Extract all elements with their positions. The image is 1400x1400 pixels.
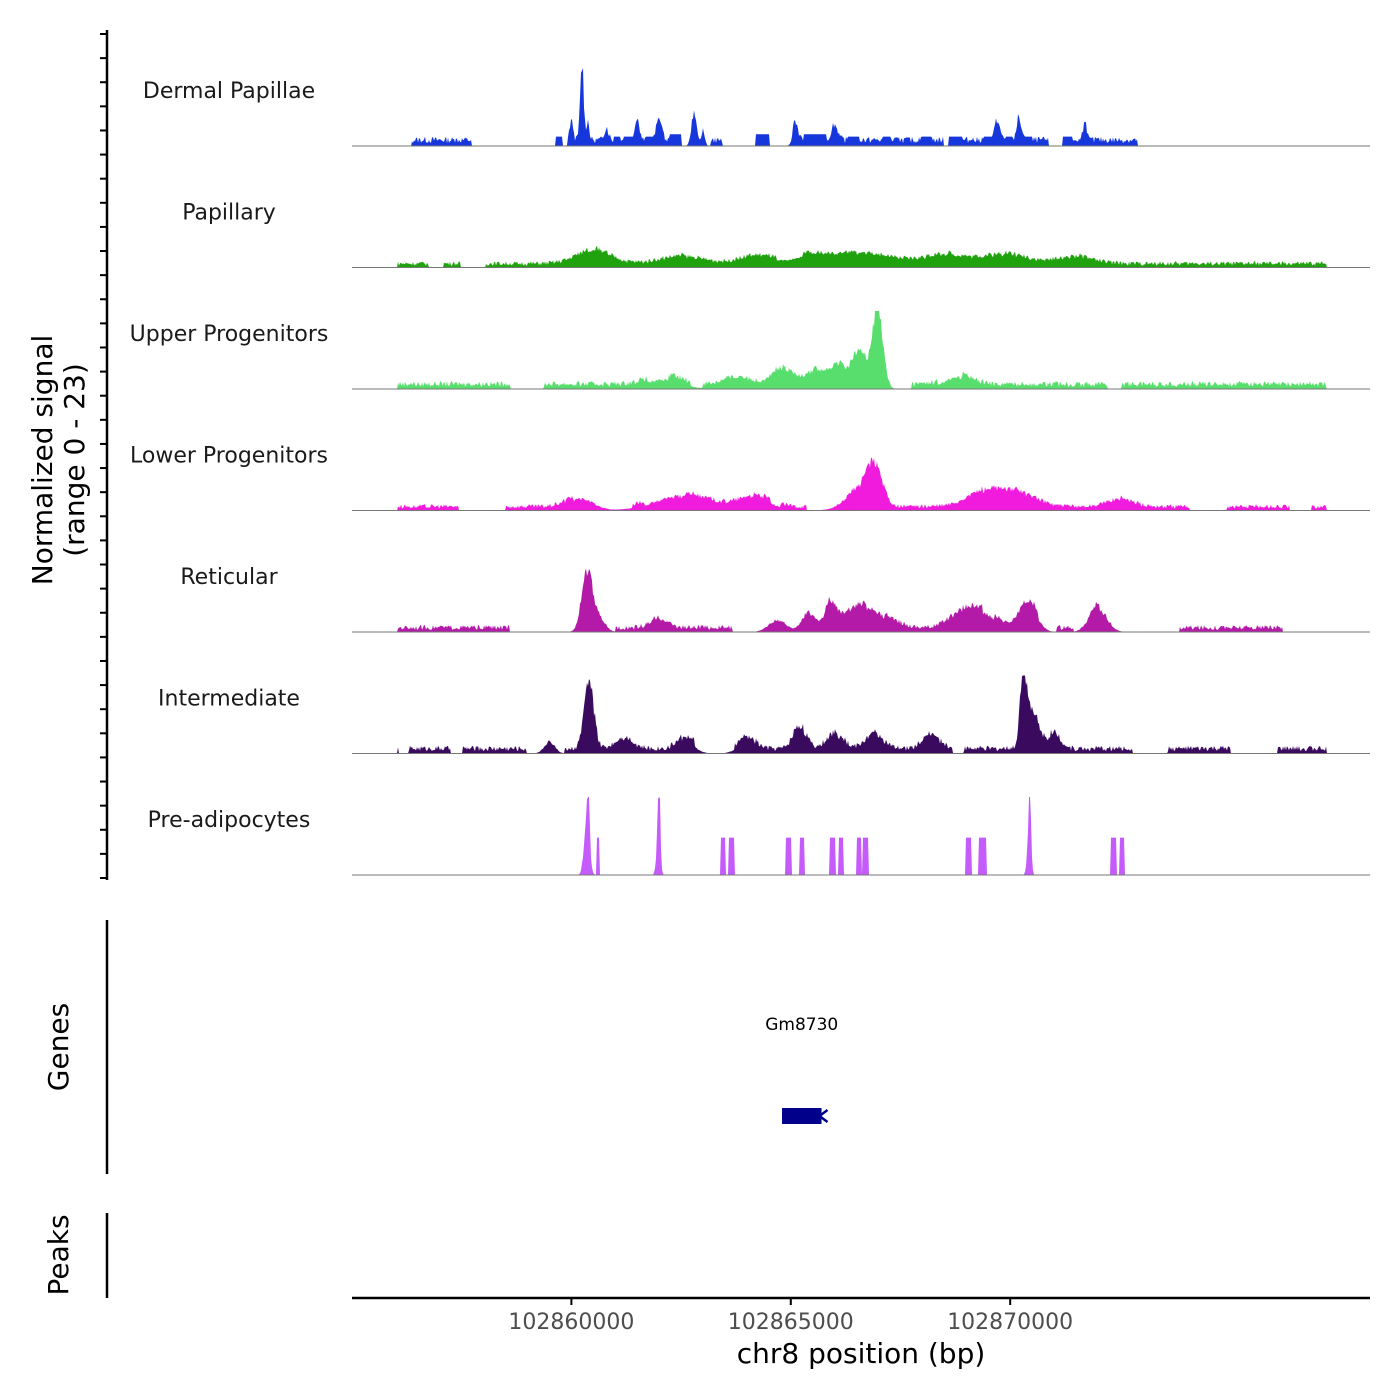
track-upper-progenitors: Upper Progenitors xyxy=(130,311,1370,390)
gene-strand-arrow xyxy=(817,1109,829,1123)
track-signal-area xyxy=(352,68,1370,146)
peaks-panel-label: Peaks xyxy=(42,1214,75,1295)
track-reticular: Reticular xyxy=(180,565,1370,633)
track-signal-area xyxy=(352,246,1370,268)
track-label: Papillary xyxy=(182,201,276,226)
track-label: Dermal Papillae xyxy=(143,79,315,104)
genes-panel: Gm8730 xyxy=(765,1015,838,1124)
y-axis-title-line1: Normalized signal xyxy=(26,335,59,586)
track-signal-area xyxy=(352,457,1370,511)
x-tick-label: 102860000 xyxy=(508,1310,634,1335)
track-label: Lower Progenitors xyxy=(130,444,328,469)
track-label: Upper Progenitors xyxy=(130,322,329,347)
track-dermal-papillae: Dermal Papillae xyxy=(143,68,1370,147)
x-axis-title: chr8 position (bp) xyxy=(737,1337,986,1370)
track-label: Reticular xyxy=(180,565,278,590)
x-tick-label: 102865000 xyxy=(728,1310,854,1335)
gene-body xyxy=(782,1108,822,1124)
y-axis-title: Normalized signal (range 0 - 23) xyxy=(26,335,91,586)
gene-label: Gm8730 xyxy=(765,1015,838,1035)
track-papillary: Papillary xyxy=(182,201,1370,268)
coverage-tracks: Dermal Papillae Papillary Upper Progenitor… xyxy=(130,68,1370,876)
track-signal-area xyxy=(352,675,1370,754)
y-ticks xyxy=(100,33,107,879)
x-tick-label: 102870000 xyxy=(947,1310,1073,1335)
genes-panel-label: Genes xyxy=(42,1003,75,1091)
track-signal-area xyxy=(352,797,1370,875)
y-axis-title-line2: (range 0 - 23) xyxy=(58,363,91,557)
track-intermediate: Intermediate xyxy=(158,675,1370,754)
track-label: Intermediate xyxy=(158,687,300,712)
x-ticks: 102860000 102865000 102870000 xyxy=(508,1298,1073,1335)
track-signal-area xyxy=(352,311,1370,389)
track-label: Pre-adipocytes xyxy=(148,808,311,833)
track-signal-area xyxy=(352,568,1370,632)
track-pre-adipocytes: Pre-adipocytes xyxy=(148,797,1370,876)
track-lower-progenitors: Lower Progenitors xyxy=(130,444,1370,511)
